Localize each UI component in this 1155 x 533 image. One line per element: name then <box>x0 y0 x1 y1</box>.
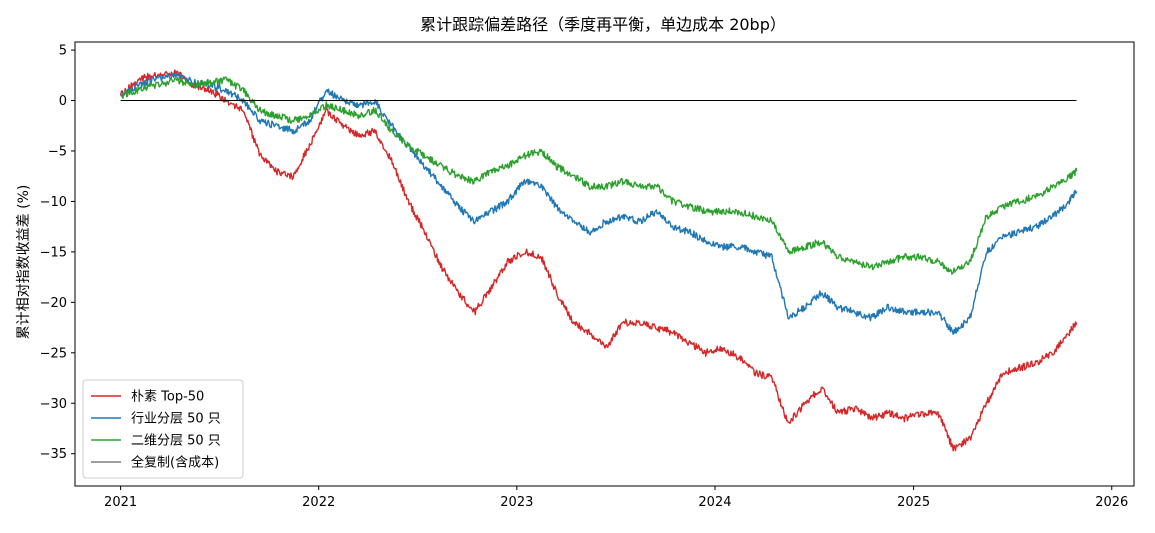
series-line-0 <box>119 69 1078 452</box>
y-axis-label: 累计相对指数收益差 (%) <box>16 185 32 340</box>
legend-label-2: 二维分层 50 只 <box>131 434 221 449</box>
y-tick-label: −10 <box>40 195 67 210</box>
y-tick-label: −20 <box>40 296 67 311</box>
y-tick-label: −15 <box>40 245 67 260</box>
x-tick-label: 2022 <box>302 495 335 510</box>
x-tick-label: 2023 <box>500 495 533 510</box>
legend-label-3: 全复制(含成本) <box>131 455 219 471</box>
chart-title: 累计跟踪偏差路径（季度再平衡，单边成本 20bp） <box>420 15 786 34</box>
axes-frame <box>74 41 1135 487</box>
x-tick-label: 2021 <box>104 495 137 510</box>
plot-area: 2021 2022 2023 2024 2025 2026 5 0 −5 −10 −15 −20 −25… <box>40 41 1135 510</box>
y-tick-label: 0 <box>59 94 67 109</box>
series-line-2 <box>120 76 1078 275</box>
y-tick-label: −5 <box>48 144 67 159</box>
x-tick-label: 2026 <box>1095 495 1128 510</box>
legend-label-0: 朴素 Top-50 <box>131 390 204 405</box>
y-tick-label: 5 <box>59 44 67 59</box>
y-tick-label: −25 <box>40 346 67 361</box>
legend-box <box>82 379 244 479</box>
legend-label-1: 行业分层 50 只 <box>131 412 221 427</box>
y-tick-label: −30 <box>40 397 67 412</box>
series-line-1 <box>120 72 1078 335</box>
x-tick-label: 2024 <box>698 495 731 510</box>
x-tick-label: 2025 <box>897 495 930 510</box>
y-tick-label: −35 <box>40 447 67 462</box>
